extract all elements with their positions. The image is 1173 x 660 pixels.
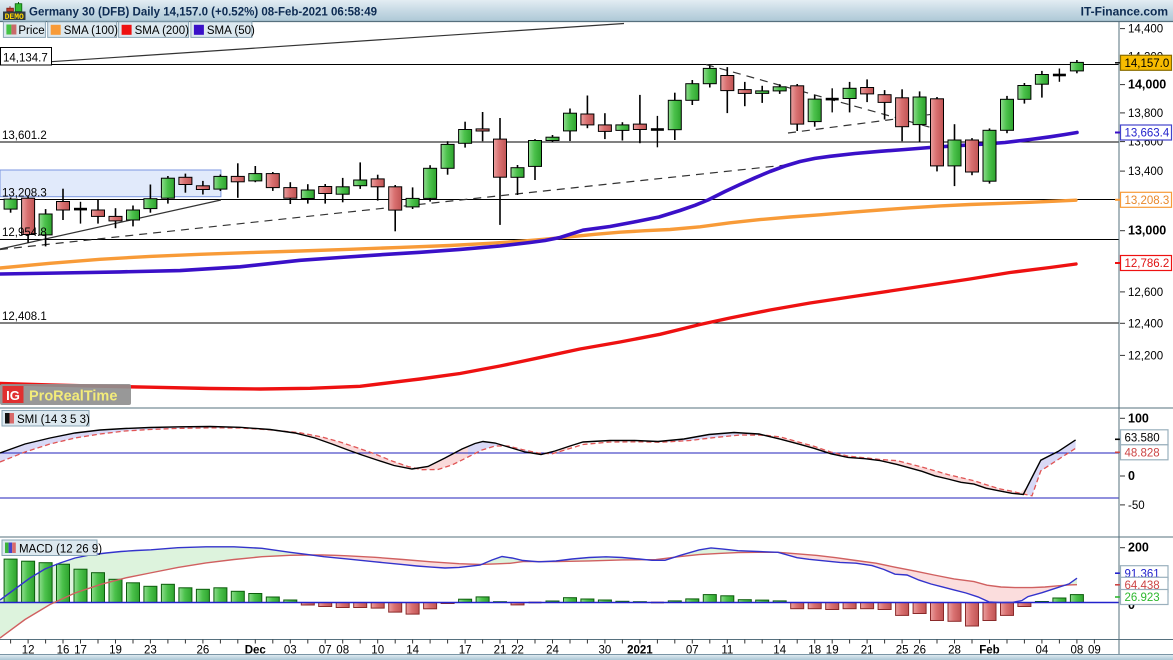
svg-text:12,600: 12,600 bbox=[1128, 287, 1163, 299]
svg-text:14,157.0: 14,157.0 bbox=[1125, 58, 1170, 70]
svg-text:25: 25 bbox=[896, 645, 909, 657]
svg-text:12,954.8: 12,954.8 bbox=[2, 227, 47, 239]
svg-text:14: 14 bbox=[406, 645, 419, 657]
svg-text:14: 14 bbox=[773, 645, 786, 657]
svg-text:0: 0 bbox=[1128, 469, 1135, 483]
svg-text:2021: 2021 bbox=[627, 645, 653, 657]
svg-text:28: 28 bbox=[948, 645, 961, 657]
svg-text:23: 23 bbox=[144, 645, 157, 657]
svg-text:13,000: 13,000 bbox=[1128, 224, 1166, 238]
svg-text:63.580: 63.580 bbox=[1125, 433, 1160, 445]
svg-text:21: 21 bbox=[861, 645, 874, 657]
svg-text:48.828: 48.828 bbox=[1125, 448, 1160, 460]
svg-text:13,663.4: 13,663.4 bbox=[1125, 128, 1170, 140]
svg-text:13,208.3: 13,208.3 bbox=[2, 187, 47, 199]
svg-text:12,200: 12,200 bbox=[1128, 350, 1163, 362]
svg-text:ProRealTime: ProRealTime bbox=[29, 389, 117, 405]
svg-text:24: 24 bbox=[546, 645, 559, 657]
svg-text:SMA (200): SMA (200) bbox=[135, 25, 189, 37]
svg-text:-50: -50 bbox=[1128, 500, 1145, 512]
svg-text:04: 04 bbox=[1036, 645, 1049, 657]
svg-text:10: 10 bbox=[371, 645, 384, 657]
svg-text:18: 18 bbox=[808, 645, 821, 657]
svg-text:26: 26 bbox=[197, 645, 210, 657]
svg-text:17: 17 bbox=[74, 645, 87, 657]
svg-text:07: 07 bbox=[686, 645, 699, 657]
svg-text:09: 09 bbox=[1088, 645, 1101, 657]
svg-text:200: 200 bbox=[1128, 541, 1149, 555]
svg-text:100: 100 bbox=[1128, 411, 1149, 425]
svg-text:IT-Finance.com: IT-Finance.com bbox=[1081, 5, 1168, 19]
svg-text:SMA (50): SMA (50) bbox=[207, 25, 255, 37]
svg-text:14,134.7: 14,134.7 bbox=[3, 53, 48, 65]
svg-text:19: 19 bbox=[826, 645, 839, 657]
svg-text:12,786.2: 12,786.2 bbox=[1125, 258, 1170, 270]
svg-text:SMI (14 3 5 3): SMI (14 3 5 3) bbox=[17, 414, 90, 426]
svg-text:26.923: 26.923 bbox=[1125, 592, 1160, 604]
svg-text:08: 08 bbox=[336, 645, 349, 657]
svg-text:12,400: 12,400 bbox=[1128, 318, 1163, 330]
svg-text:14,400: 14,400 bbox=[1128, 24, 1163, 36]
svg-text:Price: Price bbox=[18, 25, 44, 37]
svg-text:IG: IG bbox=[6, 388, 20, 403]
svg-text:13,601.2: 13,601.2 bbox=[2, 130, 47, 142]
svg-text:Germany 30 (DFB) Daily 14,157.: Germany 30 (DFB) Daily 14,157.0 (+0.52%)… bbox=[29, 7, 377, 19]
svg-text:08: 08 bbox=[1071, 645, 1084, 657]
svg-text:07: 07 bbox=[319, 645, 332, 657]
svg-text:22: 22 bbox=[511, 645, 524, 657]
svg-text:30: 30 bbox=[599, 645, 612, 657]
svg-text:16: 16 bbox=[57, 645, 70, 657]
svg-text:SMA (100): SMA (100) bbox=[64, 25, 118, 37]
svg-text:MACD (12 26 9): MACD (12 26 9) bbox=[19, 544, 102, 556]
svg-text:12: 12 bbox=[22, 645, 35, 657]
svg-text:03: 03 bbox=[284, 645, 297, 657]
svg-text:17: 17 bbox=[459, 645, 472, 657]
svg-text:21: 21 bbox=[494, 645, 507, 657]
svg-text:19: 19 bbox=[109, 645, 122, 657]
svg-text:Dec: Dec bbox=[245, 645, 267, 657]
svg-text:13,400: 13,400 bbox=[1128, 166, 1163, 178]
svg-text:13,208.3: 13,208.3 bbox=[1125, 195, 1170, 207]
svg-text:DEMO: DEMO bbox=[5, 13, 24, 22]
svg-text:26: 26 bbox=[913, 645, 926, 657]
svg-text:13,800: 13,800 bbox=[1128, 108, 1163, 120]
svg-text:11: 11 bbox=[721, 645, 733, 657]
svg-text:Feb: Feb bbox=[979, 645, 999, 657]
svg-text:14,000: 14,000 bbox=[1128, 78, 1166, 92]
svg-text:12,408.1: 12,408.1 bbox=[2, 311, 47, 323]
